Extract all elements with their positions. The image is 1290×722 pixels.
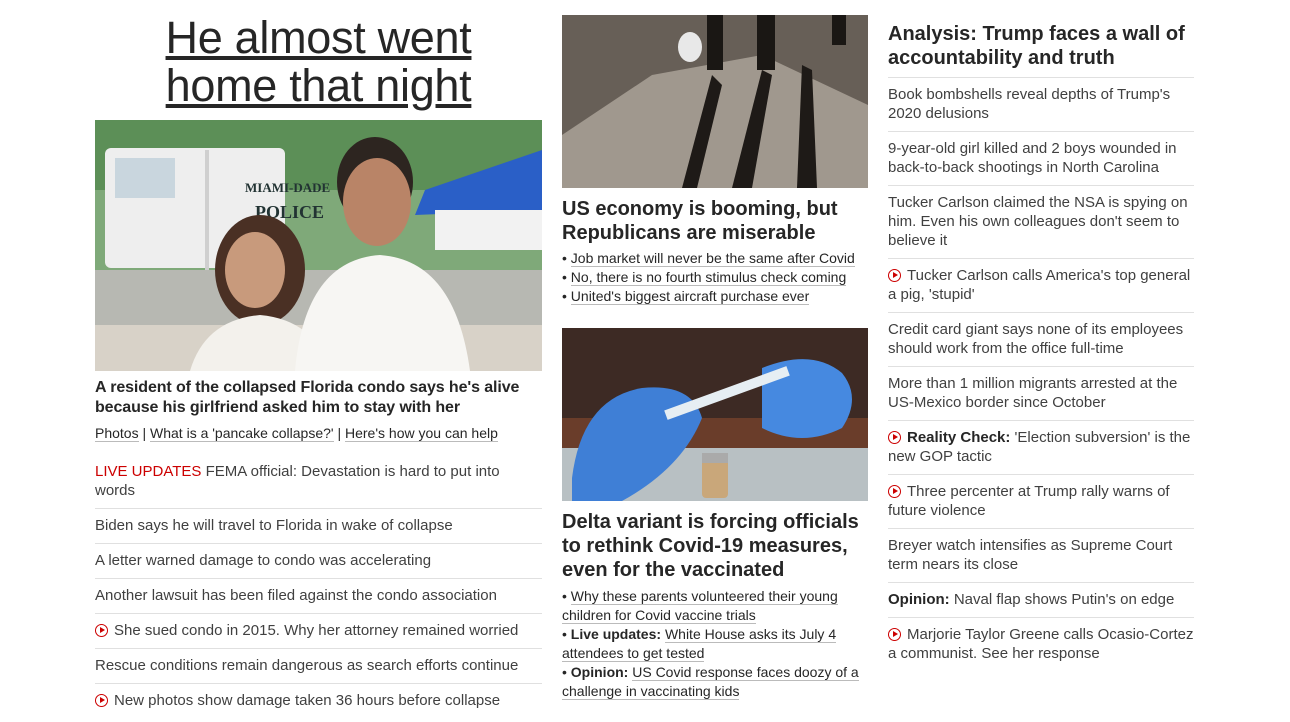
story-link[interactable]: Marjorie Taylor Greene calls Ocasio-Cort…	[888, 626, 1194, 662]
story-link[interactable]: White House asks its July 4 attendees to…	[562, 626, 837, 662]
list-item: A letter warned damage to condo was acce…	[95, 543, 542, 578]
hero-headline-link[interactable]: He almost went home that night	[95, 14, 542, 110]
hero-photo-art: MIAMI-DADE POLICE	[95, 120, 542, 371]
list-item: • No, there is no fourth stimulus check …	[562, 269, 847, 286]
story-link[interactable]: No, there is no fourth stimulus check co…	[570, 269, 847, 286]
list-item: LIVE UPDATES FEMA official: Devastation …	[95, 454, 542, 508]
story-link[interactable]: Job market will never be the same after …	[570, 250, 855, 267]
list-item: • Job market will never be the same afte…	[562, 250, 855, 267]
list-item: New photos show damage taken 36 hours be…	[95, 683, 542, 718]
top-story-column: He almost went home that night MIAMI-DAD…	[95, 0, 542, 718]
story-link[interactable]: Tucker Carlson calls America's top gener…	[888, 267, 1190, 303]
photos-link[interactable]: Photos	[95, 425, 139, 442]
hero-subheadline[interactable]: A resident of the collapsed Florida cond…	[95, 379, 520, 416]
list-item: Breyer watch intensifies as Supreme Cour…	[888, 528, 1194, 582]
economy-photo-art	[562, 15, 868, 188]
opinion-label: Opinion:	[888, 591, 950, 608]
pancake-collapse-link[interactable]: What is a 'pancake collapse?'	[150, 425, 334, 442]
list-item: Another lawsuit has been filed against t…	[95, 578, 542, 613]
list-item: Book bombshells reveal depths of Trump's…	[888, 77, 1194, 131]
story-link[interactable]: Another lawsuit has been filed against t…	[95, 587, 497, 604]
story-text: 'Election subversion' is the new GOP tac…	[888, 429, 1191, 465]
story-link[interactable]: Reality Check: 'Election subversion' is …	[888, 429, 1190, 465]
reality-check-label: Reality Check:	[907, 429, 1011, 446]
story-link[interactable]: She sued condo in 2015. Why her attorney…	[95, 622, 518, 639]
economy-related-list: • Job market will never be the same afte…	[562, 249, 868, 306]
story-link[interactable]: Biden says he will travel to Florida in …	[95, 517, 453, 534]
vaccine-photo[interactable]	[562, 328, 868, 501]
list-item: 9-year-old girl killed and 2 boys wounde…	[888, 131, 1194, 185]
play-video-icon	[888, 485, 901, 498]
hero-photo[interactable]: MIAMI-DADE POLICE	[95, 120, 542, 371]
story-link[interactable]: Credit card giant says none of its emplo…	[888, 321, 1184, 357]
play-video-icon	[95, 624, 108, 637]
story-link[interactable]: United's biggest aircraft purchase ever	[570, 288, 810, 305]
story-link[interactable]: Rescue conditions remain dangerous as se…	[95, 657, 519, 674]
photo-sign-text: MIAMI-DADE	[245, 180, 330, 195]
live-updates-label: Live updates:	[570, 626, 662, 642]
condo-story-list: LIVE UPDATES FEMA official: Devastation …	[95, 454, 542, 718]
play-video-icon	[888, 269, 901, 282]
story-link[interactable]: US Covid response faces doozy of a chall…	[562, 664, 859, 700]
story-text: Marjorie Taylor Greene calls Ocasio-Cort…	[888, 626, 1194, 662]
vaccine-photo-art	[562, 328, 868, 501]
list-item: Biden says he will travel to Florida in …	[95, 508, 542, 543]
play-video-icon	[95, 694, 108, 707]
list-item: Three percenter at Trump rally warns of …	[888, 474, 1194, 528]
story-link[interactable]: Why these parents volunteered their youn…	[562, 588, 838, 624]
hero-related-links: Photos | What is a 'pancake collapse?' |…	[95, 424, 542, 442]
story-text: Tucker Carlson calls America's top gener…	[888, 267, 1191, 303]
story-link[interactable]: A letter warned damage to condo was acce…	[95, 552, 432, 569]
trump-analysis-headline[interactable]: Analysis: Trump faces a wall of accounta…	[888, 23, 1185, 69]
list-item: Rescue conditions remain dangerous as se…	[95, 648, 542, 683]
story-text: FEMA official: Devastation is hard to pu…	[95, 463, 500, 499]
economy-headline[interactable]: US economy is booming, but Republicans a…	[562, 198, 838, 244]
story-text: New photos show damage taken 36 hours be…	[114, 692, 501, 709]
story-link[interactable]: Opinion: Naval flap shows Putin's on edg…	[888, 591, 1174, 608]
list-item: More than 1 million migrants arrested at…	[888, 366, 1194, 420]
story-link[interactable]: Tucker Carlson claimed the NSA is spying…	[888, 194, 1188, 249]
delta-related-list: • Why these parents volunteered their yo…	[562, 587, 868, 701]
right-story-list: Book bombshells reveal depths of Trump's…	[888, 77, 1194, 671]
list-item: Opinion: Naval flap shows Putin's on edg…	[888, 582, 1194, 617]
list-item: Reality Check: 'Election subversion' is …	[888, 420, 1194, 474]
link-separator: |	[142, 425, 147, 441]
list-item: Marjorie Taylor Greene calls Ocasio-Cort…	[888, 617, 1194, 671]
list-item: Tucker Carlson claimed the NSA is spying…	[888, 185, 1194, 258]
play-video-icon	[888, 431, 901, 444]
story-text: She sued condo in 2015. Why her attorney…	[114, 622, 519, 639]
photo-sign-text: POLICE	[255, 202, 324, 222]
story-text: Naval flap shows Putin's on edge	[953, 591, 1175, 608]
middle-column: US economy is booming, but Republicans a…	[562, 0, 868, 701]
story-link[interactable]: New photos show damage taken 36 hours be…	[95, 692, 500, 709]
live-updates-badge: LIVE UPDATES	[95, 463, 202, 480]
story-link[interactable]: Three percenter at Trump rally warns of …	[888, 483, 1170, 519]
list-item: Tucker Carlson calls America's top gener…	[888, 258, 1194, 312]
hero-title-line: He almost went	[165, 12, 472, 63]
delta-variant-headline[interactable]: Delta variant is forcing officials to re…	[562, 511, 859, 581]
list-item: Credit card giant says none of its emplo…	[888, 312, 1194, 366]
how-to-help-link[interactable]: Here's how you can help	[345, 425, 498, 442]
story-link[interactable]: LIVE UPDATES FEMA official: Devastation …	[95, 463, 500, 499]
right-column: Analysis: Trump faces a wall of accounta…	[888, 0, 1194, 671]
list-item: • United's biggest aircraft purchase eve…	[562, 288, 810, 305]
list-item: She sued condo in 2015. Why her attorney…	[95, 613, 542, 648]
play-video-icon	[888, 628, 901, 641]
story-link[interactable]: Breyer watch intensifies as Supreme Cour…	[888, 537, 1173, 573]
story-link[interactable]: 9-year-old girl killed and 2 boys wounde…	[888, 140, 1177, 176]
economy-photo[interactable]	[562, 15, 868, 188]
hero-title-line: home that night	[165, 60, 472, 111]
list-item: • Live updates: White House asks its Jul…	[562, 626, 837, 662]
story-text: Three percenter at Trump rally warns of …	[888, 483, 1170, 519]
list-item: • Opinion: US Covid response faces doozy…	[562, 664, 859, 700]
story-link[interactable]: Book bombshells reveal depths of Trump's…	[888, 86, 1171, 122]
story-link[interactable]: More than 1 million migrants arrested at…	[888, 375, 1178, 411]
opinion-label: Opinion:	[570, 664, 629, 680]
list-item: • Why these parents volunteered their yo…	[562, 588, 838, 624]
link-separator: |	[337, 425, 342, 441]
